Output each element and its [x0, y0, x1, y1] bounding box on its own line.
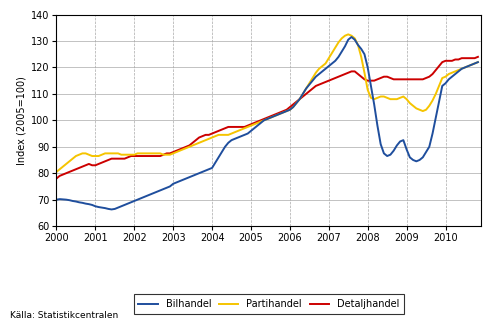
- Partihandel: [475, 60, 481, 64]
- Partihandel: [345, 32, 351, 36]
- Detaljhandel: [54, 177, 59, 181]
- Line: Detaljhandel: Detaljhandel: [56, 57, 478, 179]
- Detaljhandel: [294, 100, 300, 104]
- Detaljhandel: [381, 75, 387, 78]
- Bilhandel: [190, 174, 195, 178]
- Detaljhandel: [316, 83, 322, 87]
- Bilhandel: [271, 114, 276, 118]
- Detaljhandel: [70, 169, 76, 172]
- Partihandel: [294, 101, 300, 105]
- Bilhandel: [54, 198, 59, 202]
- Partihandel: [316, 67, 322, 71]
- Line: Bilhandel: Bilhandel: [56, 37, 478, 209]
- Legend: Bilhandel, Partihandel, Detaljhandel: Bilhandel, Partihandel, Detaljhandel: [134, 295, 404, 314]
- Detaljhandel: [128, 154, 134, 158]
- Text: Källa: Statistikcentralen: Källa: Statistikcentralen: [10, 311, 118, 320]
- Bilhandel: [222, 145, 228, 149]
- Partihandel: [70, 157, 76, 161]
- Bilhandel: [109, 207, 114, 211]
- Bilhandel: [349, 35, 355, 39]
- Partihandel: [128, 153, 134, 157]
- Partihandel: [54, 170, 59, 174]
- Y-axis label: Index (2005=100): Index (2005=100): [17, 76, 27, 165]
- Detaljhandel: [475, 55, 481, 59]
- Line: Partihandel: Partihandel: [56, 34, 478, 172]
- Bilhandel: [92, 204, 98, 208]
- Partihandel: [384, 96, 390, 100]
- Bilhandel: [475, 60, 481, 64]
- Detaljhandel: [365, 79, 371, 83]
- Bilhandel: [213, 161, 218, 164]
- Bilhandel: [381, 151, 387, 155]
- Partihandel: [368, 96, 374, 100]
